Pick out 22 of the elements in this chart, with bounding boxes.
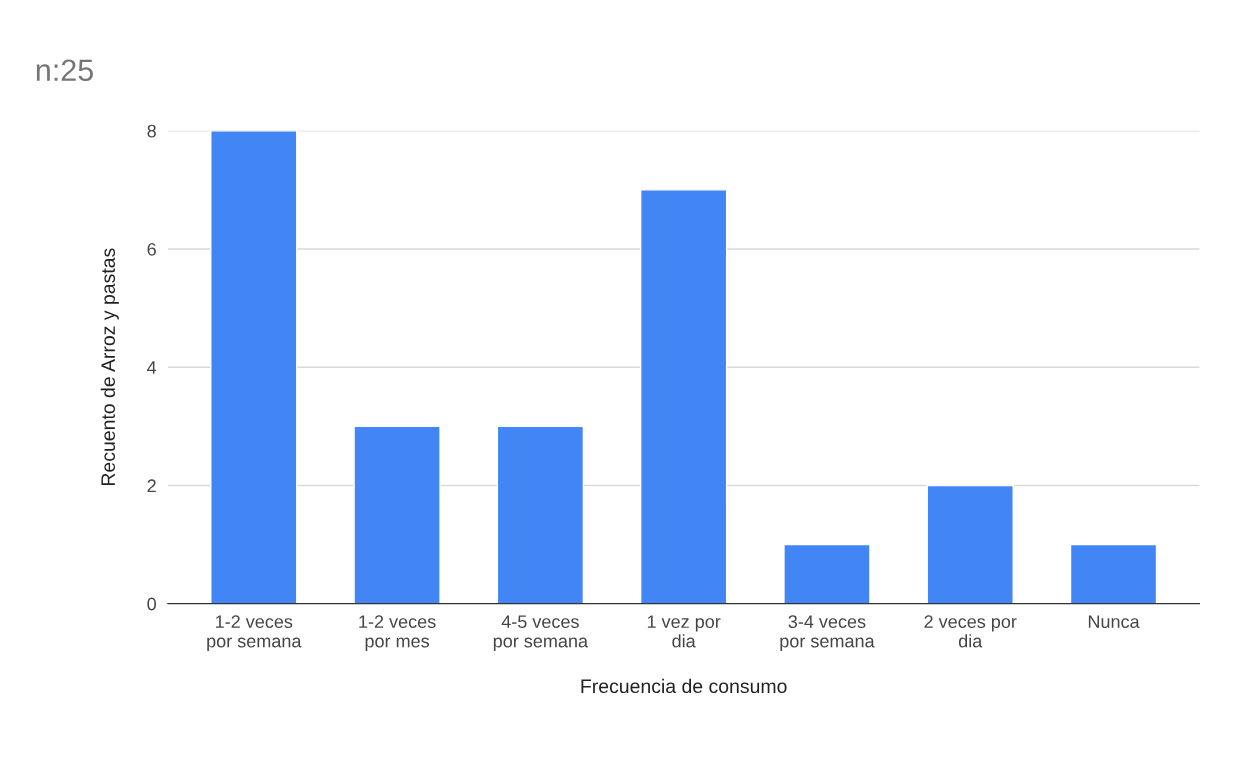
bar [639, 189, 728, 604]
bar [210, 130, 298, 604]
x-tick-label: 1 vez por dia [647, 615, 721, 648]
bar [353, 425, 441, 604]
bar [926, 484, 1014, 604]
bar [1069, 543, 1158, 604]
x-tick-label: 2 veces por dia [924, 615, 1017, 648]
bar [496, 425, 585, 604]
x-tick-label: 1-2 veces por semana [207, 615, 302, 652]
y-tick-label: 8 [147, 124, 156, 138]
x-tick-label: 1-2 veces por mes [359, 615, 436, 652]
y-tick-label: 6 [147, 242, 156, 256]
x-tick-label: Nunca [1088, 615, 1140, 629]
bar [783, 543, 871, 604]
x-tick-label: 3-4 veces por semana [780, 615, 875, 652]
chart-title: n:25 [36, 59, 93, 82]
y-axis-title: Recuento de Arroz y pastas [100, 248, 119, 486]
x-tick-label: 4-5 veces por semana [493, 615, 589, 652]
y-tick-label: 0 [147, 597, 156, 611]
y-tick-label: 4 [147, 361, 157, 374]
x-axis-title: Frecuencia de consumo [581, 678, 787, 694]
y-tick-label: 2 [147, 479, 156, 492]
